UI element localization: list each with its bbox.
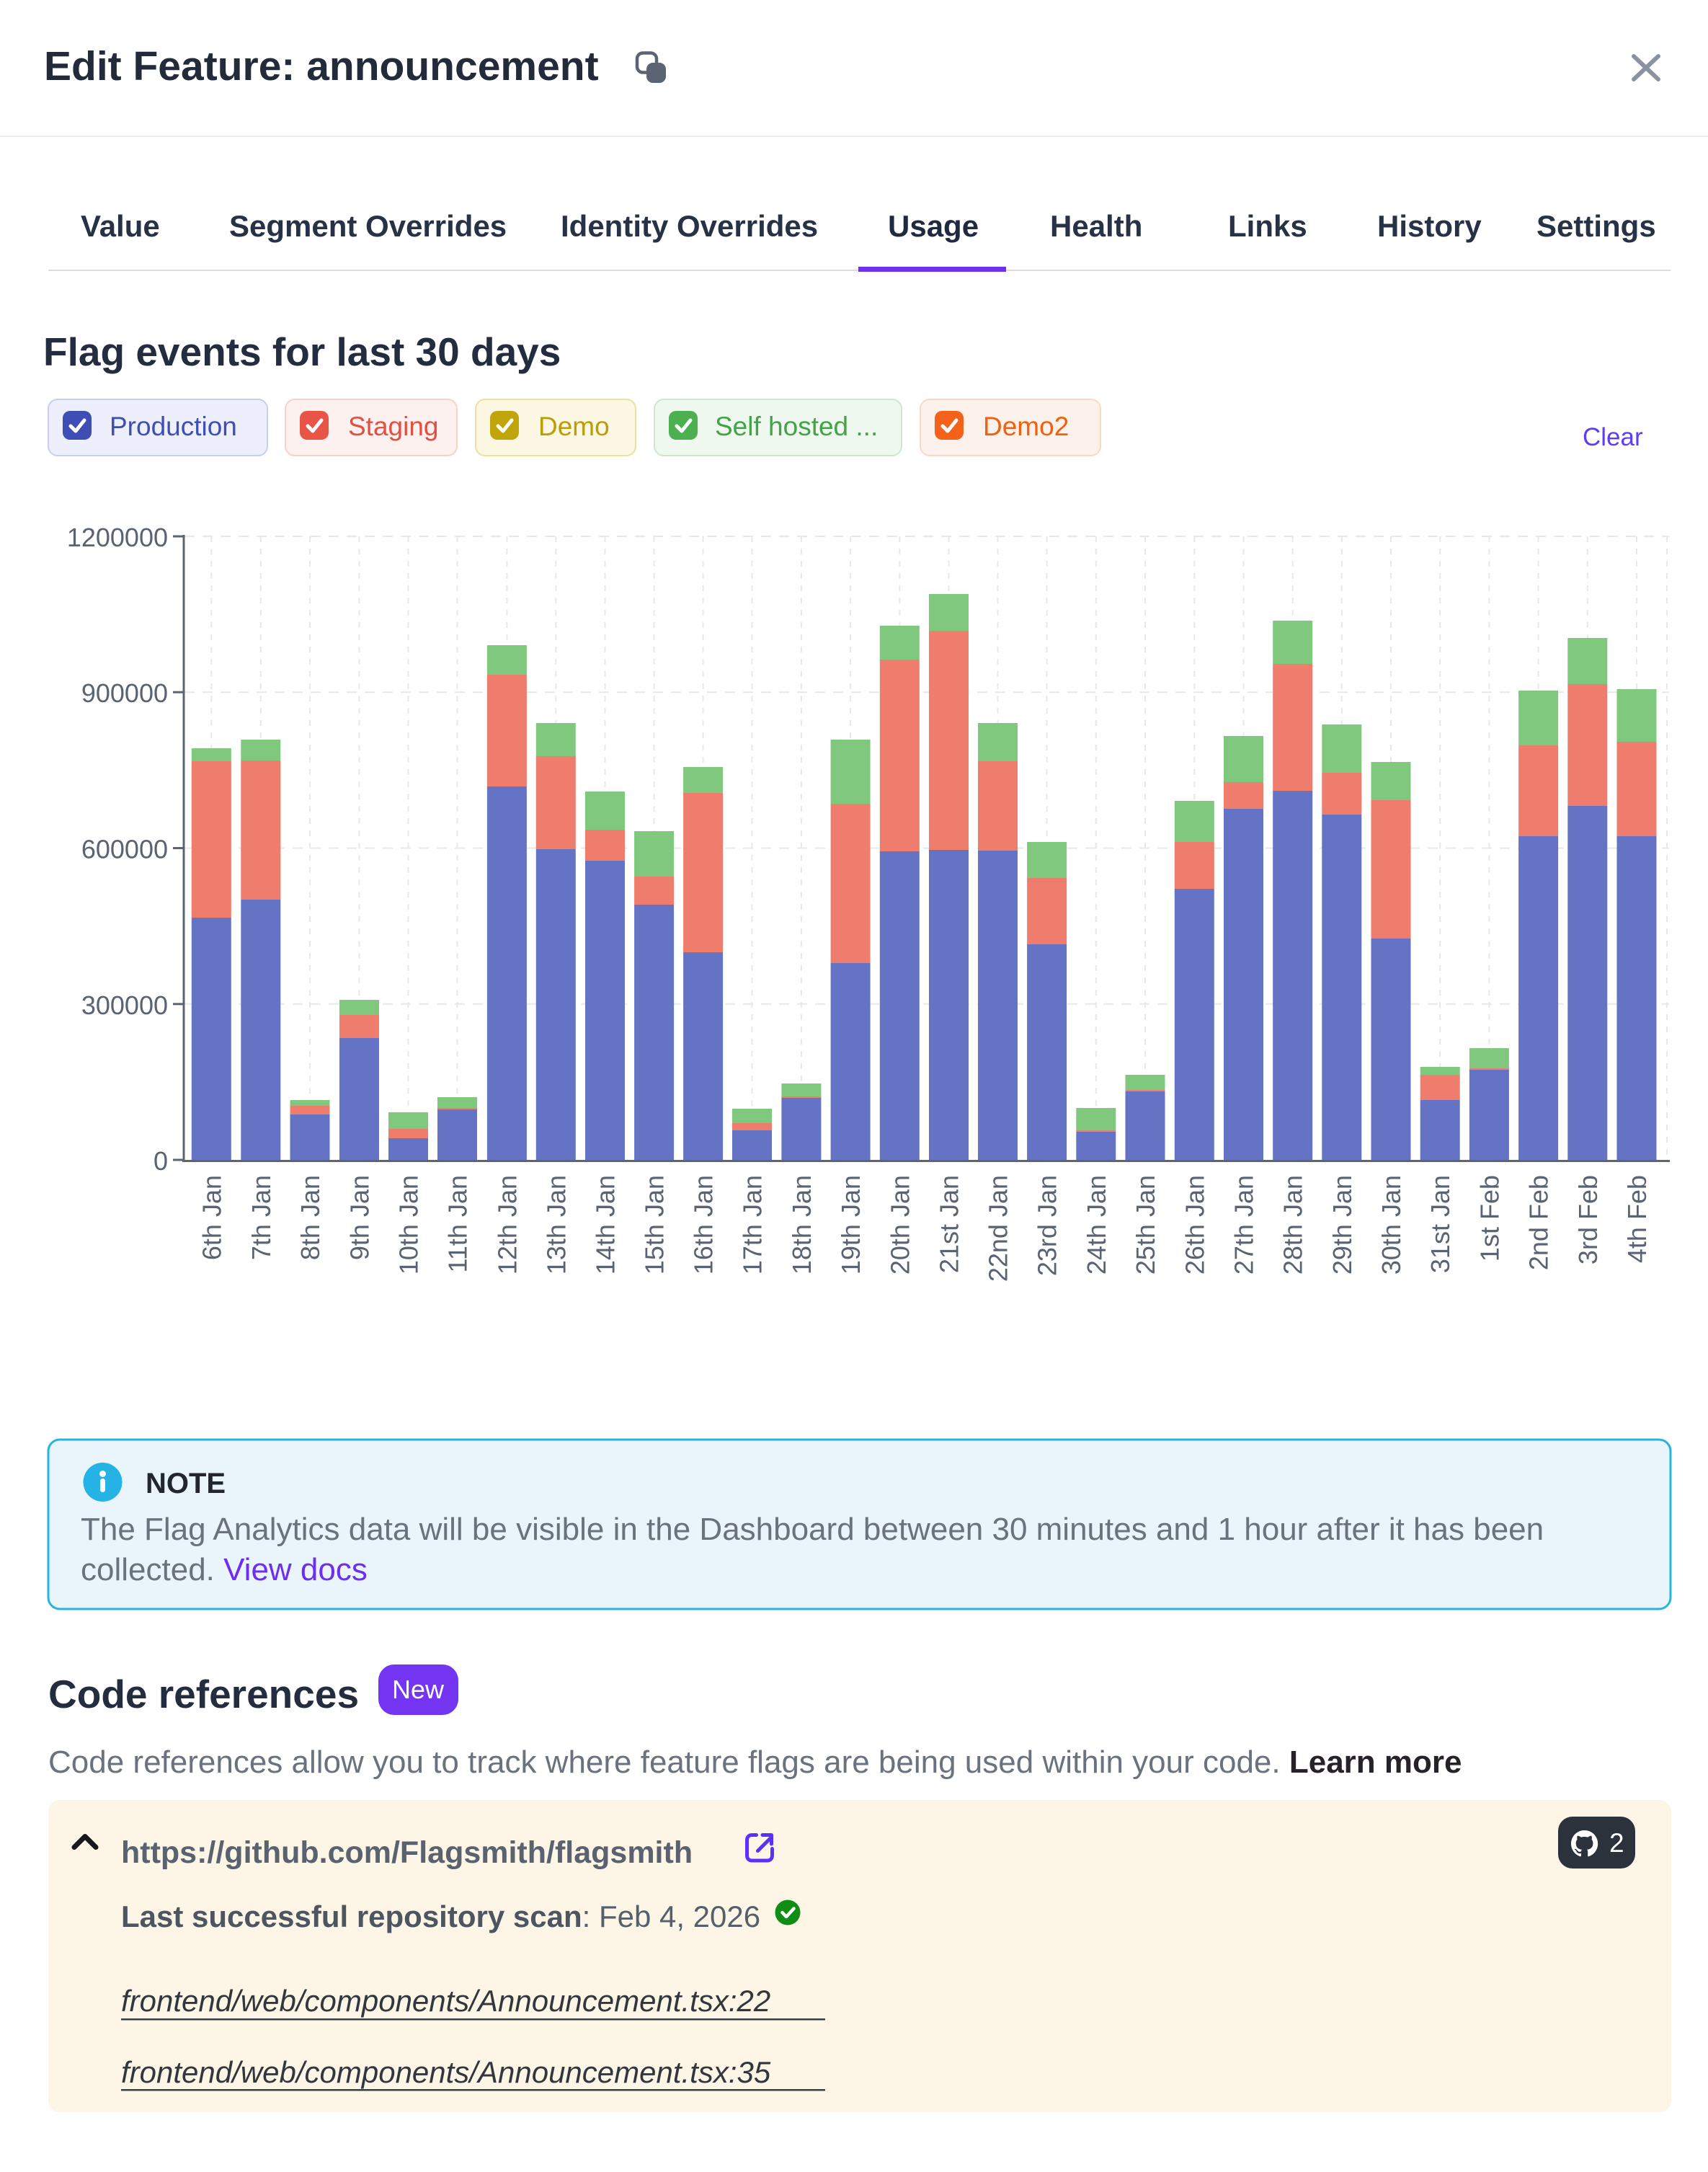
svg-text:12th Jan: 12th Jan bbox=[492, 1175, 522, 1275]
svg-text:Usage: Usage bbox=[888, 209, 979, 243]
svg-text:31st Jan: 31st Jan bbox=[1425, 1175, 1455, 1273]
svg-text:6th Jan: 6th Jan bbox=[197, 1175, 226, 1260]
svg-text:10th Jan: 10th Jan bbox=[394, 1175, 424, 1275]
svg-text:900000: 900000 bbox=[81, 678, 168, 708]
svg-text:Code references: Code references bbox=[48, 1672, 359, 1716]
svg-text:Demo2: Demo2 bbox=[983, 412, 1069, 441]
svg-text:20th Jan: 20th Jan bbox=[885, 1175, 915, 1275]
svg-text:Flag events for last 30 days: Flag events for last 30 days bbox=[43, 329, 561, 374]
svg-text:The Flag Analytics data will b: The Flag Analytics data will be visible … bbox=[81, 1512, 1544, 1547]
svg-text:Last successful repository sca: Last successful repository scan: Feb 4, … bbox=[121, 1900, 760, 1933]
svg-text:Health: Health bbox=[1050, 209, 1142, 243]
svg-text:Code references allow you to t: Code references allow you to track where… bbox=[48, 1745, 1462, 1780]
svg-text:1st Feb: 1st Feb bbox=[1475, 1175, 1504, 1262]
svg-text:21st Jan: 21st Jan bbox=[935, 1175, 964, 1273]
svg-text:2: 2 bbox=[1609, 1828, 1624, 1858]
svg-text:4th Feb: 4th Feb bbox=[1622, 1175, 1652, 1263]
svg-text:28th Jan: 28th Jan bbox=[1278, 1175, 1308, 1275]
svg-text:30th Jan: 30th Jan bbox=[1376, 1175, 1406, 1275]
svg-text:7th Jan: 7th Jan bbox=[246, 1175, 276, 1260]
svg-text:https://github.com/Flagsmith/f: https://github.com/Flagsmith/flagsmith bbox=[121, 1835, 693, 1870]
svg-text:frontend/web/components/Announ: frontend/web/components/Announcement.tsx… bbox=[121, 2055, 771, 2089]
svg-text:Edit Feature: announcement: Edit Feature: announcement bbox=[44, 43, 599, 89]
svg-text:8th Jan: 8th Jan bbox=[295, 1175, 325, 1260]
svg-text:0: 0 bbox=[154, 1146, 168, 1176]
svg-text:3rd Feb: 3rd Feb bbox=[1573, 1175, 1603, 1264]
svg-text:New: New bbox=[392, 1675, 445, 1704]
svg-text:27th Jan: 27th Jan bbox=[1229, 1175, 1259, 1275]
svg-text:24th Jan: 24th Jan bbox=[1082, 1175, 1111, 1275]
svg-text:25th Jan: 25th Jan bbox=[1131, 1175, 1160, 1275]
svg-text:13th Jan: 13th Jan bbox=[541, 1175, 571, 1275]
svg-text:17th Jan: 17th Jan bbox=[738, 1175, 768, 1275]
svg-text:Settings: Settings bbox=[1536, 209, 1656, 243]
svg-text:Production: Production bbox=[110, 412, 237, 441]
svg-text:22nd Jan: 22nd Jan bbox=[984, 1175, 1013, 1282]
svg-text:Identity Overrides: Identity Overrides bbox=[561, 209, 818, 243]
svg-text:NOTE: NOTE bbox=[146, 1468, 226, 1499]
svg-text:Clear: Clear bbox=[1583, 423, 1643, 451]
svg-text:29th Jan: 29th Jan bbox=[1327, 1175, 1357, 1275]
svg-text:Demo: Demo bbox=[538, 412, 610, 441]
svg-text:23rd Jan: 23rd Jan bbox=[1033, 1175, 1062, 1276]
svg-text:2nd Feb: 2nd Feb bbox=[1524, 1175, 1554, 1270]
svg-text:Staging: Staging bbox=[348, 412, 439, 441]
svg-text:collected. View docs: collected. View docs bbox=[81, 1552, 368, 1587]
svg-text:History: History bbox=[1377, 209, 1482, 243]
svg-text:15th Jan: 15th Jan bbox=[640, 1175, 670, 1275]
svg-text:Value: Value bbox=[81, 209, 160, 243]
svg-text:300000: 300000 bbox=[81, 990, 168, 1020]
svg-text:frontend/web/components/Announ: frontend/web/components/Announcement.tsx… bbox=[121, 1984, 770, 2018]
svg-text:16th Jan: 16th Jan bbox=[689, 1175, 719, 1275]
svg-text:19th Jan: 19th Jan bbox=[836, 1175, 866, 1275]
svg-text:14th Jan: 14th Jan bbox=[591, 1175, 621, 1275]
svg-text:26th Jan: 26th Jan bbox=[1180, 1175, 1209, 1275]
svg-text:Self hosted ...: Self hosted ... bbox=[715, 412, 878, 441]
svg-text:9th Jan: 9th Jan bbox=[345, 1175, 375, 1260]
svg-text:600000: 600000 bbox=[81, 835, 168, 864]
svg-text:Links: Links bbox=[1228, 209, 1307, 243]
svg-text:Segment Overrides: Segment Overrides bbox=[229, 209, 507, 243]
svg-text:1200000: 1200000 bbox=[67, 523, 168, 552]
svg-text:18th Jan: 18th Jan bbox=[787, 1175, 817, 1275]
svg-text:11th Jan: 11th Jan bbox=[443, 1175, 473, 1272]
